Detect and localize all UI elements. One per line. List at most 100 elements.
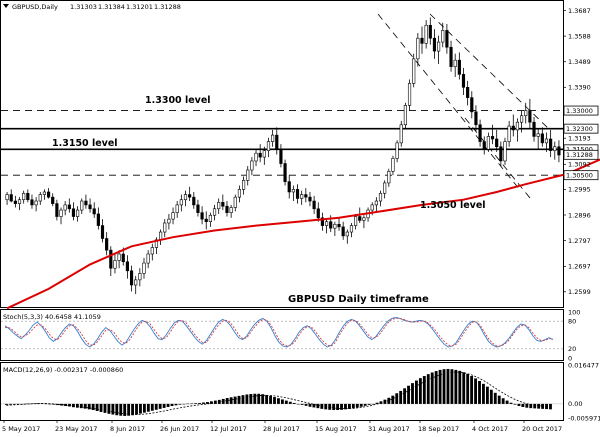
stoch-title: Stoch(5,3,3) 40.6458 41.1059 [3,313,101,321]
macd-layer: 0.016477 0.00 -0.005971 [1,361,600,422]
price-level-box [563,149,599,160]
macd-histogram-bar [135,403,138,415]
macd-histogram-bar [83,403,87,409]
candle-body [515,121,520,131]
candle-body [241,180,246,190]
annotation-1-3150-level: 1.3150 level [52,138,118,149]
stochastic-layer: 100 80 200 [1,308,580,362]
x-axis-tick-label: 12 Jul 2017 [210,425,247,433]
macd-histogram-bar [119,403,123,416]
candle-body [528,110,532,123]
macd-histogram-bar [355,403,359,408]
macd-histogram-bar [513,403,517,405]
candle-body [482,141,486,150]
candle-body [428,24,432,39]
header-readout: GBPUSD,Daily 1.31303 1.31384 1.31201 1.3… [3,3,181,11]
macd-histogram-bar [225,398,229,404]
moving-average-line [6,158,600,310]
candle-body [55,203,59,217]
macd-histogram-bar [474,378,477,404]
y-axis-tick-label: 1.3390 [568,84,591,92]
candle-body [287,181,291,193]
macd-histogram-bar [312,403,316,408]
macd-histogram-bar [426,374,430,404]
candle-body [233,196,237,208]
macd-histogram-bar [344,403,347,410]
macd-histogram-bar [146,403,150,412]
candle-body [146,253,150,264]
header-arrow-icon [3,4,9,8]
candle-body [183,194,188,201]
stoch-y-tick-label: 20 [568,345,576,353]
candle-body [461,74,466,88]
candle-body [229,207,233,213]
macd-histogram-bar [347,403,351,409]
candle-body [345,231,349,237]
candle-body [495,138,499,148]
macd-histogram-bar [269,395,272,404]
macd-histogram-bar [308,403,312,407]
candle-body [279,149,283,164]
annotation-1-3300-level: 1.3300 level [145,95,211,106]
macd-histogram-bar [79,403,83,409]
y-axis-tick-label: 1.3588 [568,32,591,40]
macd-histogram-bar [454,369,458,404]
macd-histogram-bar [387,397,391,404]
macd-histogram-bar [422,376,426,404]
macd-histogram-bar [284,400,288,404]
candle-body [395,142,399,159]
macd-histogram-bar [257,393,261,404]
y-axis-tick-label: 1.2697 [568,263,591,271]
candle-body [254,152,258,162]
macd-y-tick-label: 0.00 [568,400,582,408]
x-axis-tick-label: 28 Jul 2017 [263,425,300,433]
candle-body [312,200,316,210]
header-low: 1.31201 [126,3,153,11]
candle-body [437,41,441,52]
macd-histogram-bar [261,394,265,404]
macd-histogram-bar [16,403,20,405]
candle-body [337,223,341,228]
macd-histogram-bar [517,403,521,407]
candle-body [17,199,22,204]
macd-histogram-bar [249,393,253,404]
macd-histogram-bar [213,400,217,404]
macd-histogram-bar [462,372,466,404]
macd-histogram-bar [210,401,213,404]
candle-body [212,208,217,216]
candle-body [540,133,544,144]
candle-body [250,160,254,171]
macd-histogram-bar [123,403,127,416]
candle-body [507,125,511,142]
macd-panel-border [0,362,564,421]
macd-histogram-bar [292,402,296,404]
price-level-box-label: 1.30500 [566,171,593,179]
macd-histogram-bar [87,403,91,410]
candle-body [544,138,549,144]
macd-histogram-bar [336,403,340,411]
macd-histogram-bar [501,398,505,404]
price-level-box-label: 1.31288 [566,151,593,159]
candle-body [121,253,125,263]
macd-histogram-bar [190,403,194,404]
stoch-k-line [4,317,554,348]
candle-body [532,121,536,137]
price-level-box [563,105,599,116]
candle-body [499,146,503,162]
candle-body [354,216,358,226]
macd-histogram-bar [48,403,52,405]
macd-histogram-bar [497,395,501,404]
candle-body [262,150,266,158]
candle-body [22,192,26,201]
candle-body [403,105,407,126]
candle-body [445,30,449,48]
macd-histogram-bar [198,402,202,404]
macd-histogram-bar [44,403,48,405]
candle-body [67,204,71,210]
candle-body [304,194,308,198]
macd-histogram-bar [493,392,497,404]
x-axis-tick-label: 31 Aug 2017 [368,425,410,433]
macd-histogram-bar [438,369,442,404]
macd-histogram-bar [32,403,36,404]
